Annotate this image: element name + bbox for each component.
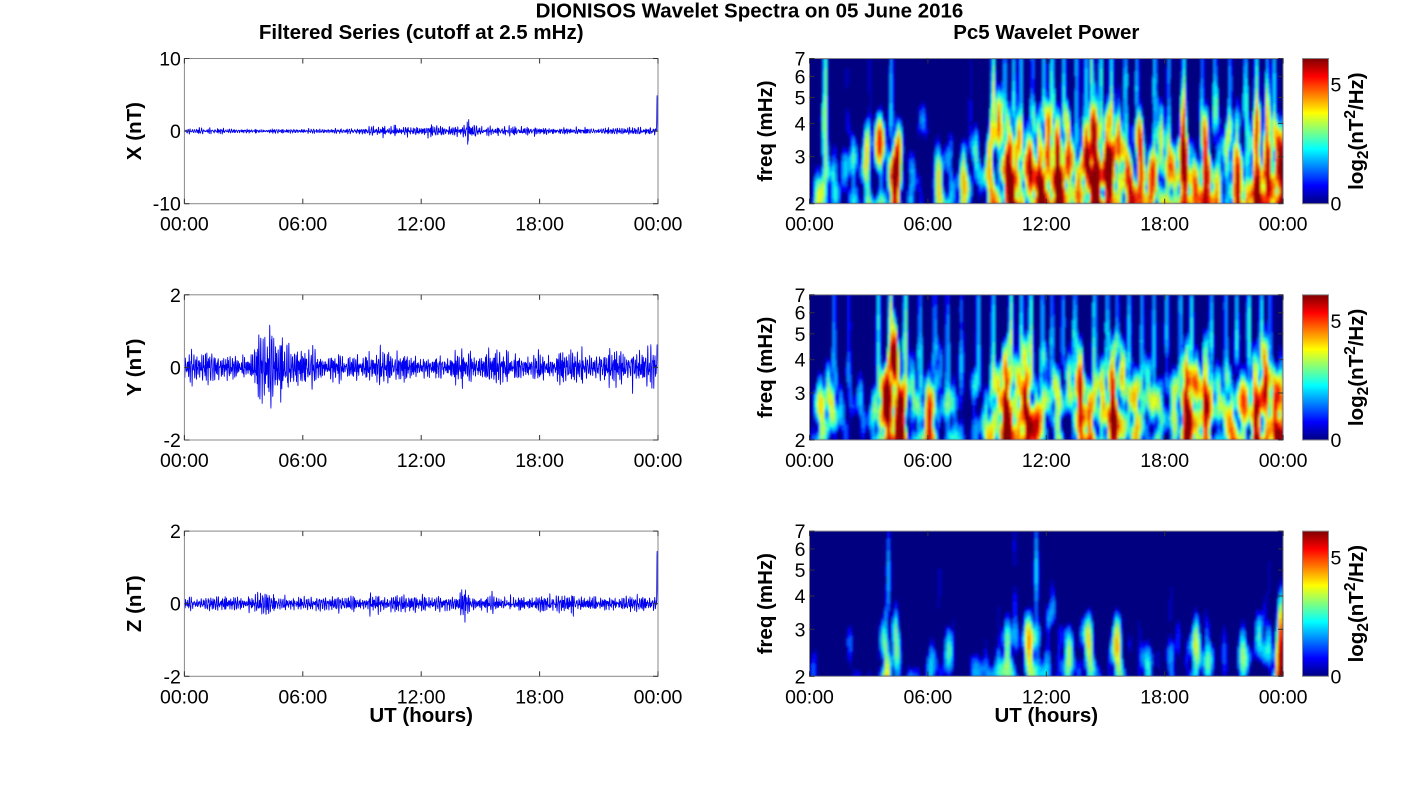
svg-text:18:00: 18:00 xyxy=(515,686,564,708)
svg-text:Y (nT): Y (nT) xyxy=(123,339,146,397)
svg-text:freq (mHz): freq (mHz) xyxy=(754,317,777,418)
svg-text:0: 0 xyxy=(1331,666,1342,688)
svg-text:0: 0 xyxy=(170,121,181,143)
svg-text:UT (hours): UT (hours) xyxy=(369,704,473,727)
svg-text:log2(nT2/Hz): log2(nT2/Hz) xyxy=(1342,309,1372,426)
svg-text:-2: -2 xyxy=(164,430,181,452)
svg-text:18:00: 18:00 xyxy=(1140,214,1189,236)
svg-text:-10: -10 xyxy=(153,194,181,216)
svg-text:06:00: 06:00 xyxy=(278,686,327,708)
svg-text:5: 5 xyxy=(1331,547,1342,569)
svg-text:2: 2 xyxy=(795,666,806,688)
svg-text:X (nT): X (nT) xyxy=(123,102,146,160)
svg-text:00:00: 00:00 xyxy=(160,450,209,472)
svg-text:4: 4 xyxy=(795,350,806,372)
svg-text:5: 5 xyxy=(795,560,806,582)
svg-text:2: 2 xyxy=(170,521,181,543)
svg-text:log2(nT2/Hz): log2(nT2/Hz) xyxy=(1342,72,1372,189)
svg-text:06:00: 06:00 xyxy=(903,214,952,236)
svg-text:00:00: 00:00 xyxy=(1259,450,1308,472)
svg-text:7: 7 xyxy=(795,285,806,307)
svg-text:0: 0 xyxy=(170,357,181,379)
svg-text:Pc5 Wavelet Power: Pc5 Wavelet Power xyxy=(953,21,1139,44)
svg-text:4: 4 xyxy=(795,113,806,135)
svg-text:00:00: 00:00 xyxy=(785,214,834,236)
svg-text:00:00: 00:00 xyxy=(160,214,209,236)
svg-text:Filtered Series (cutoff at 2.5: Filtered Series (cutoff at 2.5 mHz) xyxy=(259,21,584,44)
svg-text:5: 5 xyxy=(1331,75,1342,97)
svg-text:00:00: 00:00 xyxy=(634,214,683,236)
svg-text:log2(nT2/Hz): log2(nT2/Hz) xyxy=(1342,545,1372,662)
svg-text:6: 6 xyxy=(795,303,806,325)
svg-text:12:00: 12:00 xyxy=(1022,686,1071,708)
svg-text:2: 2 xyxy=(795,194,806,216)
svg-text:2: 2 xyxy=(170,285,181,307)
svg-text:0: 0 xyxy=(1331,430,1342,452)
svg-text:00:00: 00:00 xyxy=(160,686,209,708)
svg-text:Z (nT): Z (nT) xyxy=(123,575,146,632)
svg-text:18:00: 18:00 xyxy=(515,214,564,236)
svg-text:7: 7 xyxy=(795,521,806,543)
svg-text:00:00: 00:00 xyxy=(785,450,834,472)
svg-text:06:00: 06:00 xyxy=(903,686,952,708)
svg-text:5: 5 xyxy=(795,324,806,346)
svg-text:18:00: 18:00 xyxy=(1140,686,1189,708)
svg-text:0: 0 xyxy=(1331,194,1342,216)
svg-text:00:00: 00:00 xyxy=(1259,214,1308,236)
svg-text:3: 3 xyxy=(795,619,806,641)
svg-text:06:00: 06:00 xyxy=(278,214,327,236)
svg-text:00:00: 00:00 xyxy=(634,450,683,472)
svg-text:00:00: 00:00 xyxy=(634,686,683,708)
svg-text:12:00: 12:00 xyxy=(1022,450,1071,472)
svg-text:6: 6 xyxy=(795,66,806,88)
svg-text:00:00: 00:00 xyxy=(1259,686,1308,708)
svg-text:10: 10 xyxy=(159,49,181,71)
svg-text:2: 2 xyxy=(795,430,806,452)
svg-text:3: 3 xyxy=(795,383,806,405)
svg-text:18:00: 18:00 xyxy=(1140,450,1189,472)
svg-text:4: 4 xyxy=(795,586,806,608)
svg-text:freq (mHz): freq (mHz) xyxy=(754,80,777,181)
svg-text:06:00: 06:00 xyxy=(278,450,327,472)
svg-text:3: 3 xyxy=(795,147,806,169)
svg-text:00:00: 00:00 xyxy=(785,686,834,708)
svg-text:DIONISOS Wavelet Spectra on 05: DIONISOS Wavelet Spectra on 05 June 2016 xyxy=(536,0,964,23)
svg-text:06:00: 06:00 xyxy=(903,450,952,472)
svg-text:freq (mHz): freq (mHz) xyxy=(754,553,777,654)
svg-text:12:00: 12:00 xyxy=(397,450,446,472)
svg-text:12:00: 12:00 xyxy=(397,214,446,236)
svg-text:12:00: 12:00 xyxy=(397,686,446,708)
svg-text:6: 6 xyxy=(795,539,806,561)
svg-text:UT (hours): UT (hours) xyxy=(994,704,1098,727)
svg-text:-2: -2 xyxy=(164,666,181,688)
svg-text:5: 5 xyxy=(795,88,806,110)
svg-text:5: 5 xyxy=(1331,311,1342,333)
svg-text:18:00: 18:00 xyxy=(515,450,564,472)
svg-text:7: 7 xyxy=(795,49,806,71)
svg-text:12:00: 12:00 xyxy=(1022,214,1071,236)
svg-text:0: 0 xyxy=(170,594,181,616)
